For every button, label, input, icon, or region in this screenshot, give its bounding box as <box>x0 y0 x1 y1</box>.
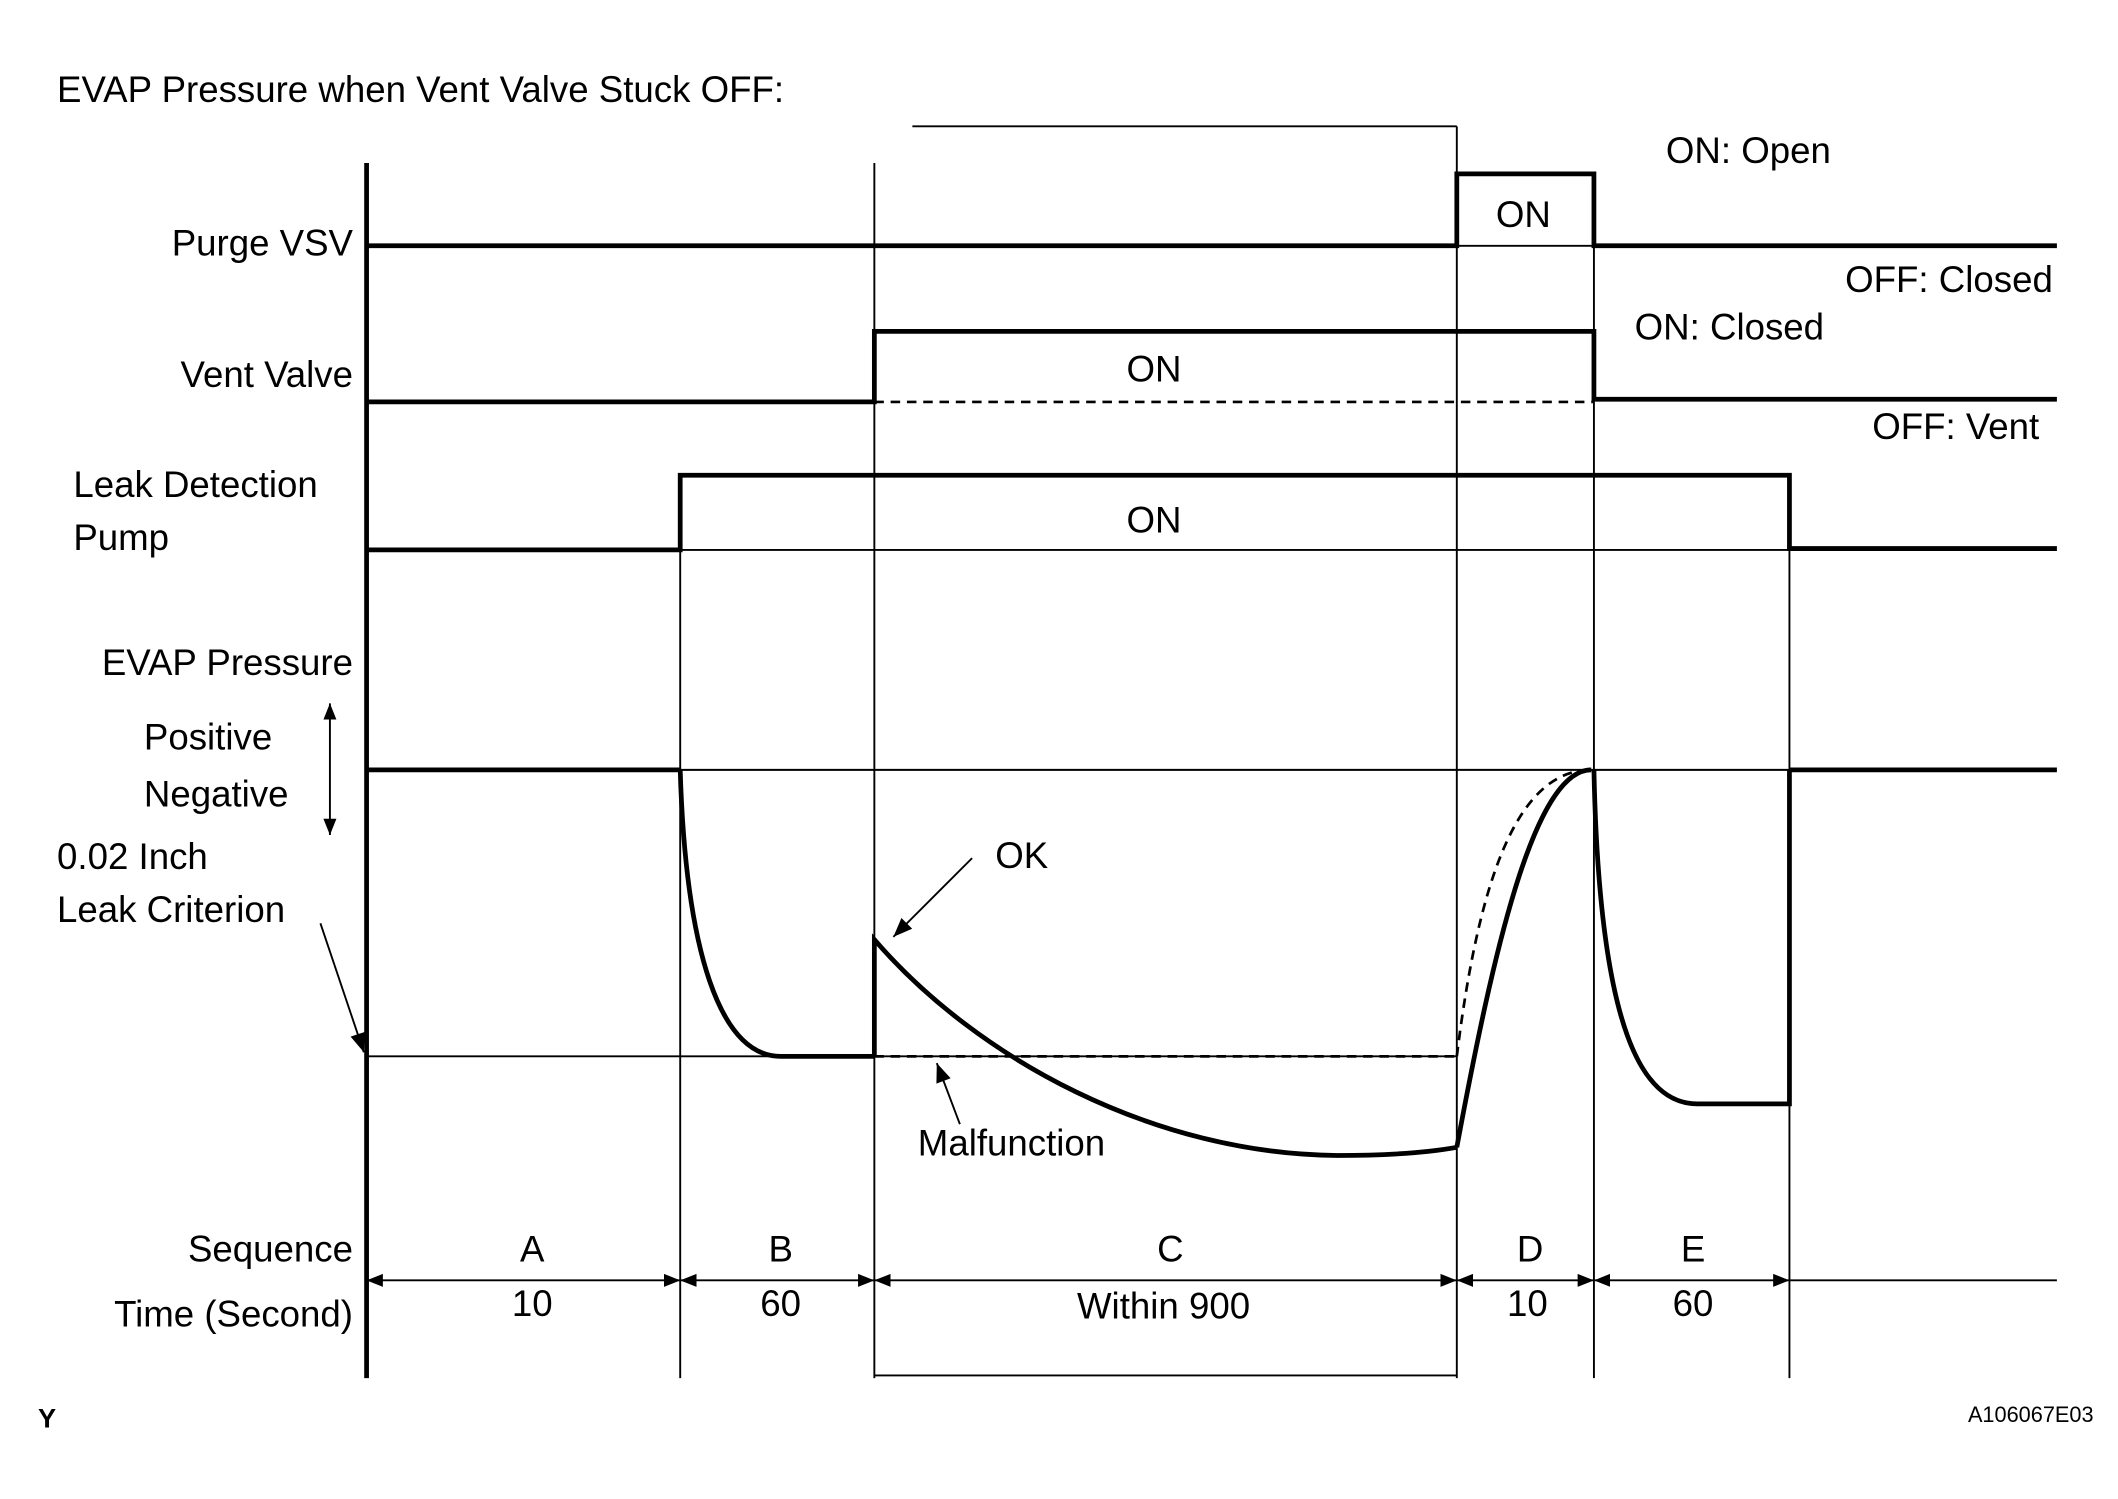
negative-label: Negative <box>144 774 289 815</box>
signal-label: Leak Detection <box>73 464 317 505</box>
step-time: 60 <box>1673 1283 1714 1324</box>
criterion-label: 0.02 Inch <box>57 836 208 877</box>
step-time: 60 <box>760 1283 801 1324</box>
state-label: OFF: Vent <box>1872 406 2039 447</box>
criterion-label: Leak Criterion <box>57 889 285 930</box>
sequence-label: Sequence <box>188 1229 353 1270</box>
state-label: OFF: Closed <box>1845 259 2053 300</box>
step-name: E <box>1681 1229 1705 1270</box>
frame-lines <box>364 125 1791 1379</box>
step-time: 10 <box>512 1283 553 1324</box>
on-label: ON <box>1496 194 1551 235</box>
malfunction-label: Malfunction <box>918 1123 1105 1164</box>
step-name: B <box>768 1229 792 1270</box>
on-label: ON <box>1127 499 1182 540</box>
state-label: ON: Open <box>1666 130 1831 171</box>
on-label: ON <box>1127 349 1182 390</box>
title: EVAP Pressure when Vent Valve Stuck OFF: <box>57 69 784 110</box>
footer-right: A106067E03 <box>1968 1402 2094 1427</box>
ok-label: OK <box>995 835 1049 876</box>
step-time: 10 <box>1507 1283 1548 1324</box>
positive-label: Positive <box>144 717 272 758</box>
evap-label: EVAP Pressure <box>102 642 353 683</box>
step-name: C <box>1157 1229 1183 1270</box>
state-label: ON: Closed <box>1635 307 1824 348</box>
signal-traces <box>366 171 2057 553</box>
signal-label: Pump <box>73 517 169 558</box>
signal-label: Purge VSV <box>172 222 354 263</box>
step-name: D <box>1517 1229 1543 1270</box>
step-name: A <box>520 1229 545 1270</box>
evap-traces <box>319 703 2057 1158</box>
signal-label: Vent Valve <box>181 354 353 395</box>
footer-left: Y <box>38 1402 56 1433</box>
step-time: Within 900 <box>1077 1286 1250 1327</box>
time-label: Time (Second) <box>114 1294 353 1335</box>
